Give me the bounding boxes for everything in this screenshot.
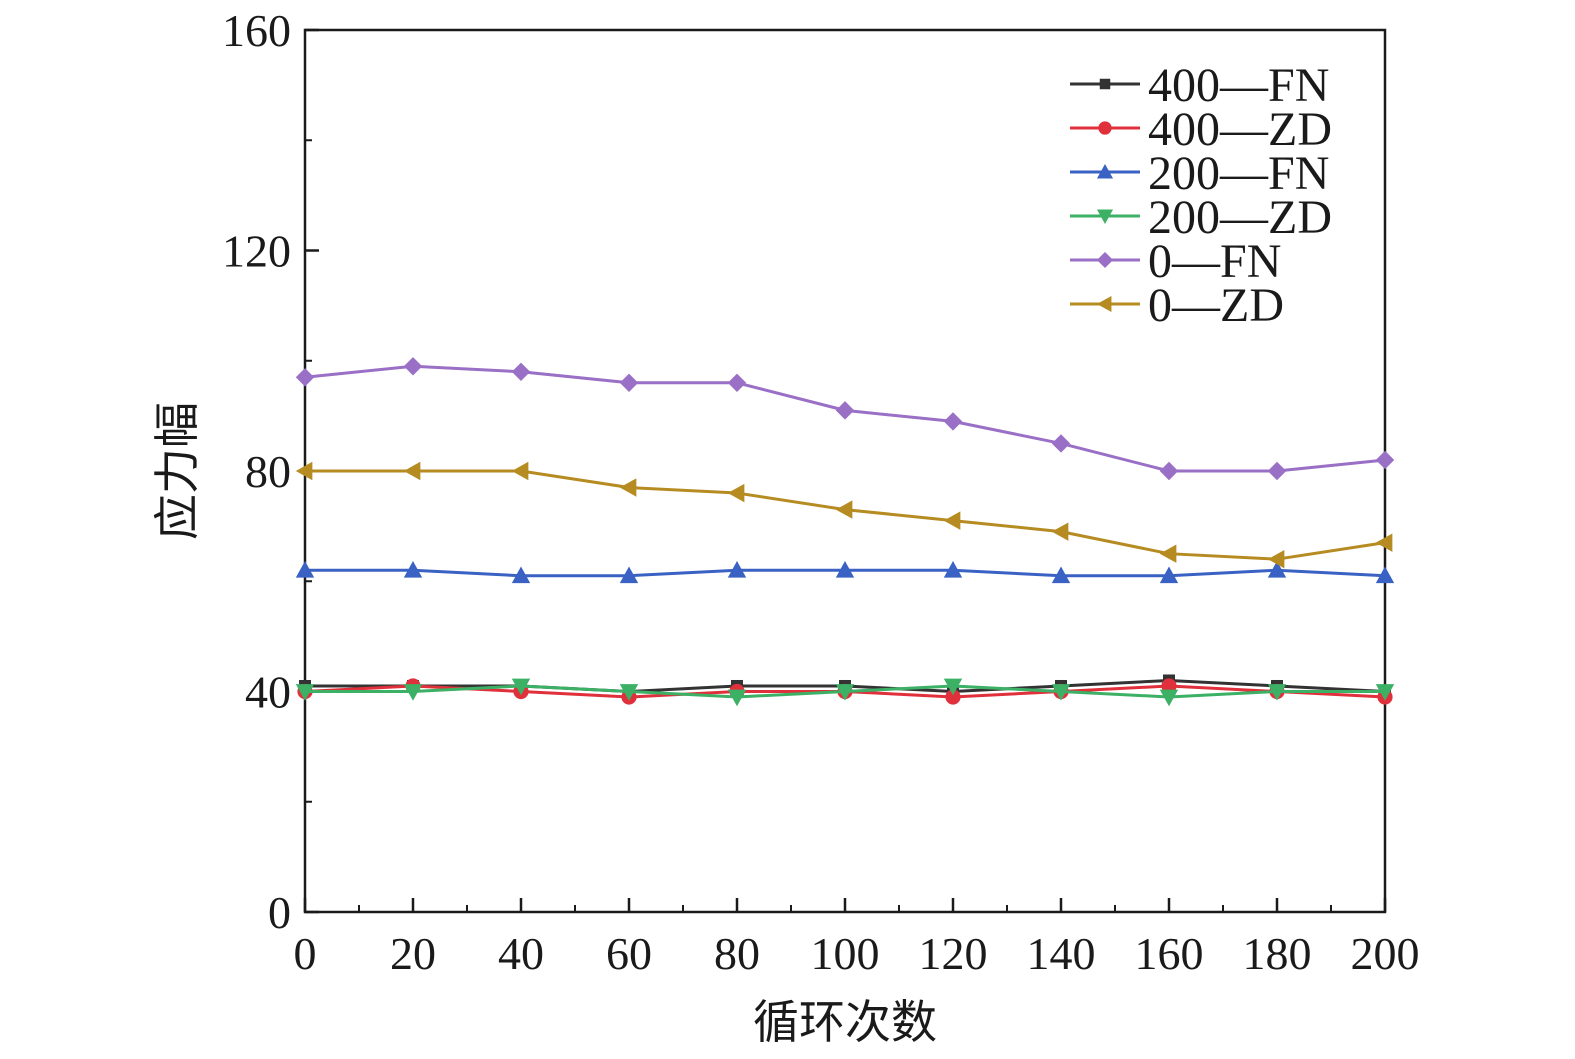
data-point (1267, 684, 1287, 701)
x-tick-label: 200 (1351, 928, 1420, 979)
series-3 (295, 678, 1395, 707)
data-point (1375, 684, 1395, 701)
series-layer (295, 357, 1395, 707)
series-4 (295, 357, 1395, 481)
data-point (727, 373, 747, 392)
legend-label: 200—ZD (1148, 191, 1332, 244)
legend-label: 400—ZD (1148, 103, 1332, 156)
data-point (1267, 461, 1287, 481)
series-5 (295, 461, 1393, 569)
data-point (511, 566, 531, 584)
data-point (1375, 566, 1395, 584)
x-tick-label: 120 (919, 928, 988, 979)
legend-marker (1096, 163, 1114, 179)
legend-item: 200—FN (1070, 147, 1329, 200)
data-point (945, 689, 961, 705)
data-point (1159, 544, 1177, 563)
data-point (727, 689, 747, 707)
y-tick-label: 80 (245, 446, 291, 497)
data-point (943, 412, 963, 431)
data-point (1375, 533, 1393, 552)
data-point (1159, 461, 1179, 481)
axes: 0 20 40 60 80 100 120 140 160 180 200 0 40 80 120 160 (222, 5, 1420, 979)
y-axis-title: 应力幅 (150, 402, 204, 540)
data-point (1267, 550, 1285, 569)
legend-marker (1096, 295, 1112, 313)
x-tick-label: 180 (1243, 928, 1312, 979)
data-point (403, 561, 423, 578)
data-point (511, 461, 529, 481)
data-point (295, 461, 313, 481)
legend-item: 400—ZD (1070, 103, 1332, 156)
data-point (835, 684, 855, 701)
data-point (511, 678, 531, 696)
x-axis-title: 循环次数 (753, 995, 937, 1049)
y-tick-label: 120 (222, 226, 291, 277)
x-tick-label: 80 (714, 928, 760, 979)
x-tick-label: 20 (390, 928, 436, 979)
x-tick-label: 140 (1027, 928, 1096, 979)
data-point (1159, 566, 1179, 584)
data-point (835, 500, 853, 519)
data-point (295, 684, 315, 701)
legend-marker (1096, 251, 1114, 269)
x-tick-label: 40 (498, 928, 544, 979)
legend-label: 400—FN (1148, 59, 1329, 112)
legend-item: 200—ZD (1070, 191, 1332, 244)
legend-item: 0—ZD (1070, 279, 1284, 332)
legend-item: 400—FN (1070, 59, 1329, 112)
data-point (1375, 450, 1395, 470)
data-point (295, 561, 315, 578)
data-point (727, 561, 747, 578)
data-point (295, 368, 315, 387)
legend-label: 0—FN (1148, 235, 1281, 288)
legend-marker (1099, 78, 1111, 90)
data-point (943, 511, 961, 530)
legend-label: 200—FN (1148, 147, 1329, 200)
y-tick-label: 160 (222, 5, 291, 56)
data-point (943, 561, 963, 578)
y-tick-label: 40 (245, 667, 291, 718)
x-tick-label: 160 (1135, 928, 1204, 979)
data-point (1051, 566, 1071, 584)
data-point (511, 362, 531, 381)
data-point (835, 401, 855, 420)
series-line (305, 469, 1386, 561)
data-point (619, 684, 639, 701)
data-point (619, 373, 639, 392)
data-point (1051, 684, 1071, 701)
data-point (403, 357, 423, 376)
x-tick-label: 60 (606, 928, 652, 979)
data-point (1267, 561, 1287, 578)
data-point (835, 561, 855, 578)
data-point (619, 566, 639, 584)
y-tick-label: 0 (268, 887, 291, 938)
legend-marker (1096, 209, 1114, 225)
data-point (1051, 522, 1069, 541)
data-point (403, 461, 421, 481)
series-2 (295, 561, 1395, 584)
data-point (619, 478, 637, 497)
data-point (1051, 434, 1071, 453)
legend-marker (1098, 121, 1112, 135)
data-point (727, 483, 745, 503)
legend-item: 0—FN (1070, 235, 1281, 288)
legend-label: 0—ZD (1148, 279, 1284, 332)
x-tick-label: 0 (294, 928, 317, 979)
data-point (403, 684, 423, 701)
x-tick-label: 100 (811, 928, 880, 979)
data-point (1159, 689, 1179, 707)
data-point (943, 678, 963, 696)
